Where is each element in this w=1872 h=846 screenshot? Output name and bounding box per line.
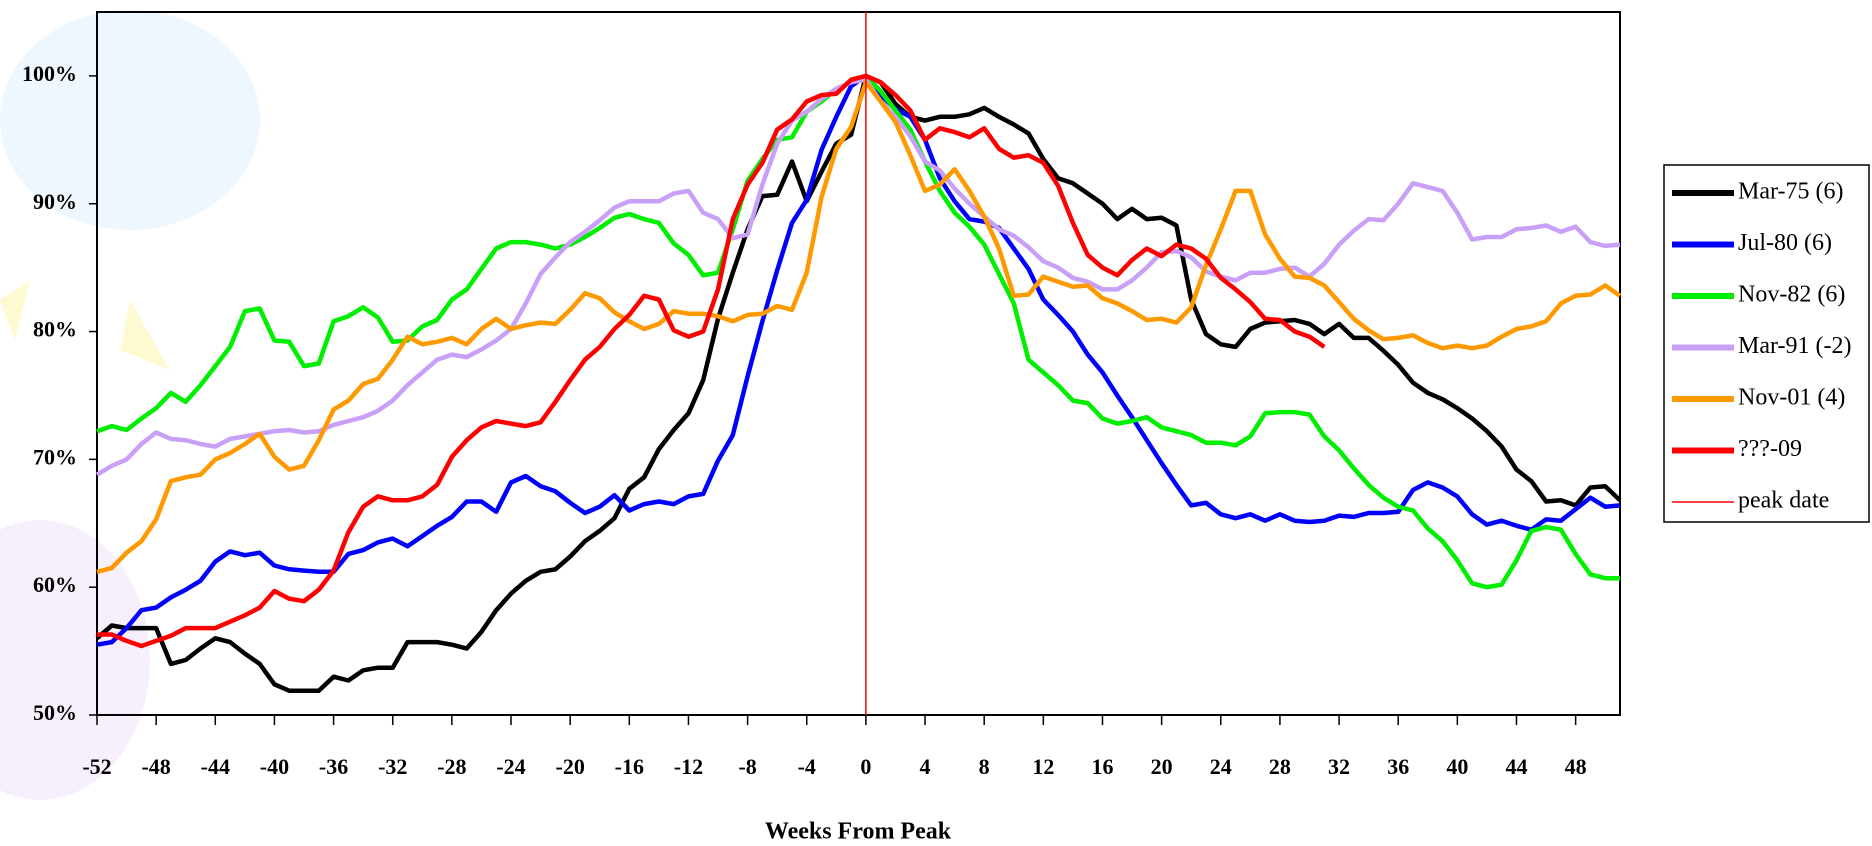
x-tick-label: -20: [556, 754, 585, 779]
x-tick-label: 24: [1210, 754, 1232, 779]
x-tick-label: 44: [1505, 754, 1527, 779]
x-tick-label: 40: [1446, 754, 1468, 779]
y-tick-label: 60%: [33, 572, 77, 597]
y-tick-label: 100%: [22, 61, 77, 86]
series-line: [97, 76, 1620, 691]
legend-label: ???-09: [1738, 436, 1802, 462]
background-decor: [0, 10, 260, 800]
x-axis-label: Weeks From Peak: [765, 819, 952, 845]
legend-label: peak date: [1738, 488, 1829, 514]
x-tick-label: 0: [860, 754, 871, 779]
x-tick-label: 16: [1091, 754, 1113, 779]
x-tick-label: 28: [1269, 754, 1291, 779]
x-tick-label: 36: [1387, 754, 1409, 779]
legend-label: Jul-80 (6): [1738, 230, 1832, 256]
series-line: [97, 76, 1324, 646]
x-tick-label: -4: [798, 754, 816, 779]
legend-label: Mar-91 (-2): [1738, 333, 1851, 359]
x-tick-label: -8: [738, 754, 756, 779]
x-tick-label: 4: [920, 754, 931, 779]
x-tick-label: 32: [1328, 754, 1350, 779]
chart: Weeks From Peak 50% 60% 70% 80% 90% 100% -52 -4…: [0, 0, 1872, 846]
x-tick-label: -24: [496, 754, 525, 779]
y-tick-label: 50%: [33, 700, 77, 725]
y-tick-label: 80%: [33, 317, 77, 342]
series-line: [97, 82, 1620, 572]
legend-label: Mar-75 (6): [1738, 179, 1843, 205]
legend-label: Nov-82 (6): [1738, 282, 1845, 308]
x-tick-label: 20: [1151, 754, 1173, 779]
plot-frame: [97, 12, 1620, 715]
y-tick-label: 70%: [33, 444, 77, 469]
x-tick-label: 8: [979, 754, 990, 779]
x-tick-label: -36: [319, 754, 348, 779]
x-tick-label: -32: [378, 754, 407, 779]
x-tick-label: 48: [1565, 754, 1587, 779]
x-tick-label: -44: [201, 754, 230, 779]
y-tick-label: 90%: [33, 189, 77, 214]
x-tick-label: 12: [1032, 754, 1054, 779]
x-tick-label: -28: [437, 754, 466, 779]
x-tick-label: -52: [82, 754, 111, 779]
series-line: [97, 80, 1620, 475]
x-tick-label: -12: [674, 754, 703, 779]
legend-label: Nov-01 (4): [1738, 385, 1845, 411]
x-tick-label: -48: [141, 754, 170, 779]
x-tick-label: -40: [260, 754, 289, 779]
x-tick-label: -16: [615, 754, 644, 779]
